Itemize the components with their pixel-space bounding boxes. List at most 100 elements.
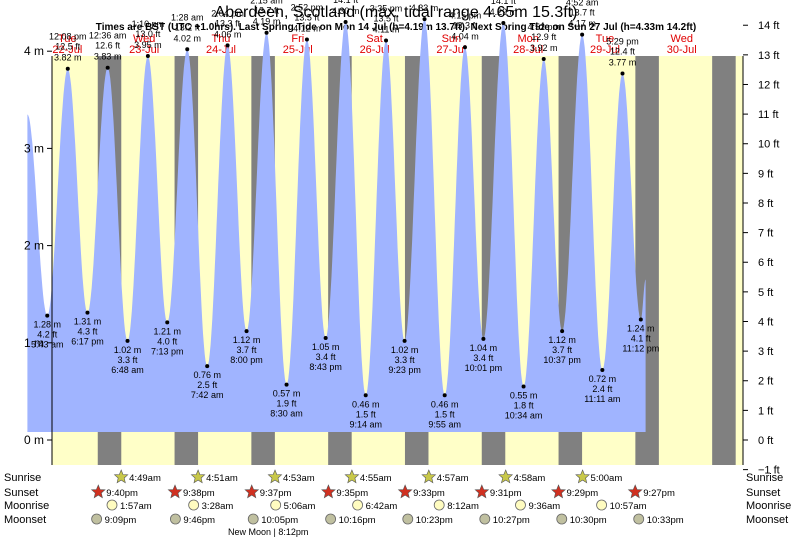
tide-ft-label: 1.8 ft bbox=[514, 401, 535, 411]
moonrise-row-label-left: Moonrise bbox=[4, 500, 49, 512]
tide-point bbox=[521, 384, 526, 389]
sunrise-row-label-right: Sunrise bbox=[746, 472, 783, 484]
sun-star-icon bbox=[321, 484, 336, 499]
day-date-label: 24-Jul bbox=[206, 44, 236, 56]
moonset-row-label-right: Moonset bbox=[746, 514, 788, 526]
right-tick-label: 12 ft bbox=[758, 79, 779, 91]
day-name-label: Thu bbox=[211, 33, 230, 45]
tide-time-label: 3:35 pm bbox=[370, 4, 403, 14]
sunset-time-label: 9:35pm bbox=[336, 488, 368, 499]
day-date-label: 23-Jul bbox=[129, 44, 159, 56]
sun-star-icon bbox=[90, 484, 106, 499]
day-name-label: Fri bbox=[291, 33, 304, 45]
tide-m-label: 0.72 m bbox=[589, 374, 617, 384]
day-date-label: 29-Jul bbox=[590, 44, 620, 56]
day-labels: Tue22-JulWed23-JulThu24-JulFri25-JulSat2… bbox=[52, 33, 696, 56]
tide-time-label: 1:10 pm bbox=[132, 19, 165, 29]
left-tick-label: 0 m bbox=[24, 433, 44, 447]
tide-m-label: 0.55 m bbox=[510, 391, 538, 401]
tide-time-label: 12:36 am bbox=[89, 31, 127, 41]
tide-ft-label: 3.4 ft bbox=[473, 353, 494, 363]
moonrise-time-label: 3:28am bbox=[202, 501, 234, 512]
moonset-row-label-left: Moonset bbox=[4, 514, 46, 526]
tide-m-label: 3.77 m bbox=[609, 58, 637, 68]
tide-m-label: 4.33 m bbox=[411, 3, 439, 13]
tide-m-label: 4.06 m bbox=[214, 29, 242, 39]
right-tick-label: 9 ft bbox=[758, 168, 773, 180]
sunset-time-label: 9:38pm bbox=[183, 488, 215, 499]
tide-m-label: 4.12 m bbox=[293, 24, 321, 34]
tide-m-label: 4.02 m bbox=[173, 33, 201, 43]
tide-point bbox=[244, 329, 249, 334]
sun-star-icon bbox=[627, 484, 643, 499]
day-name-label: Mon bbox=[517, 33, 538, 45]
right-tick-label: 14 ft bbox=[758, 20, 779, 32]
moonset-icon bbox=[170, 513, 181, 525]
moonrise-icon bbox=[596, 499, 607, 511]
sunset-time-label: 9:33pm bbox=[413, 488, 445, 499]
sunrise-time-label: 4:58am bbox=[514, 473, 546, 484]
sunset-time-label: 9:40pm bbox=[106, 488, 138, 499]
tide-m-label: 3.82 m bbox=[54, 53, 82, 63]
tide-m-label: 1.12 m bbox=[548, 335, 576, 345]
sunrise-time-label: 4:53am bbox=[283, 473, 315, 484]
tide-m-label: 3.92 m bbox=[530, 43, 558, 53]
tide-m-label: 1.02 m bbox=[391, 345, 419, 355]
chart-subtitle: Times are BST (UTC +1.0hrs). Last Spring… bbox=[96, 22, 696, 33]
tide-point bbox=[384, 38, 389, 43]
tide-ft-label: 1.5 ft bbox=[356, 409, 377, 419]
day-date-label: 28-Jul bbox=[513, 44, 543, 56]
day-name-label: Wed bbox=[133, 33, 155, 45]
tide-ft-label: 13.5 ft bbox=[294, 13, 320, 23]
tide-point bbox=[225, 43, 230, 48]
tide-m-label: 4.19 m bbox=[253, 17, 281, 27]
tide-m-label: 0.46 m bbox=[431, 399, 459, 409]
tide-point bbox=[304, 37, 309, 42]
tide-ft-label: 1.5 ft bbox=[435, 409, 456, 419]
tide-time-label: 12:08 pm bbox=[49, 32, 87, 42]
day-name-label: Sun bbox=[442, 33, 462, 45]
sunrise-time-label: 4:51am bbox=[206, 473, 238, 484]
moonset-icon bbox=[247, 513, 259, 525]
right-tick-label: 0 ft bbox=[758, 435, 773, 447]
tide-ft-label: 13.3 ft bbox=[452, 20, 478, 30]
tide-time-label: 2:15 am bbox=[250, 0, 283, 6]
tide-ft-label: 13.2 ft bbox=[175, 22, 201, 32]
tide-ft-label: 12.9 ft bbox=[531, 32, 557, 42]
tide-ft-label: 2.4 ft bbox=[592, 384, 613, 394]
sunrise-time-label: 4:49am bbox=[129, 473, 161, 484]
moonset-time-label: 10:30pm bbox=[570, 515, 607, 526]
sun-star-icon bbox=[575, 469, 590, 484]
tide-time-label: 2:04 pm bbox=[211, 8, 244, 18]
tide-time-label: 8:43 pm bbox=[309, 362, 342, 372]
sun-star-icon bbox=[244, 484, 260, 499]
tide-point bbox=[165, 320, 170, 325]
tide-point bbox=[264, 30, 269, 35]
moonrise-icon bbox=[352, 499, 364, 511]
tide-m-label: 4.11 m bbox=[373, 25, 400, 35]
day-date-label: 30-Jul bbox=[667, 44, 697, 56]
tide-ft-label: 13.0 ft bbox=[135, 29, 161, 39]
tide-time-label: 4:15 pm bbox=[449, 10, 482, 20]
tide-ft-label: 2.5 ft bbox=[197, 380, 218, 390]
tide-m-label: 1.05 m bbox=[312, 342, 340, 352]
tide-point bbox=[205, 364, 210, 369]
tide-point bbox=[620, 71, 625, 76]
tide-point bbox=[105, 65, 110, 70]
moonset-time-label: 10:27pm bbox=[493, 515, 530, 526]
left-tick-label: 1 m bbox=[24, 336, 44, 350]
moonrise-icon bbox=[270, 499, 282, 511]
tide-ft-label: 14.1 ft bbox=[333, 0, 359, 5]
sun-star-icon bbox=[113, 469, 129, 484]
tide-point bbox=[185, 47, 190, 52]
right-tick-label: 6 ft bbox=[758, 257, 773, 269]
right-tick-label: 5 ft bbox=[758, 287, 773, 299]
tide-time-label: 1:28 am bbox=[171, 12, 204, 22]
tide-point bbox=[600, 368, 605, 373]
sun-star-icon bbox=[267, 469, 283, 484]
tide-area bbox=[27, 19, 646, 432]
tide-time-label: 2:52 pm bbox=[291, 3, 324, 13]
left-tick-label: 4 m bbox=[24, 44, 44, 58]
left-tick-label: 2 m bbox=[24, 239, 44, 253]
